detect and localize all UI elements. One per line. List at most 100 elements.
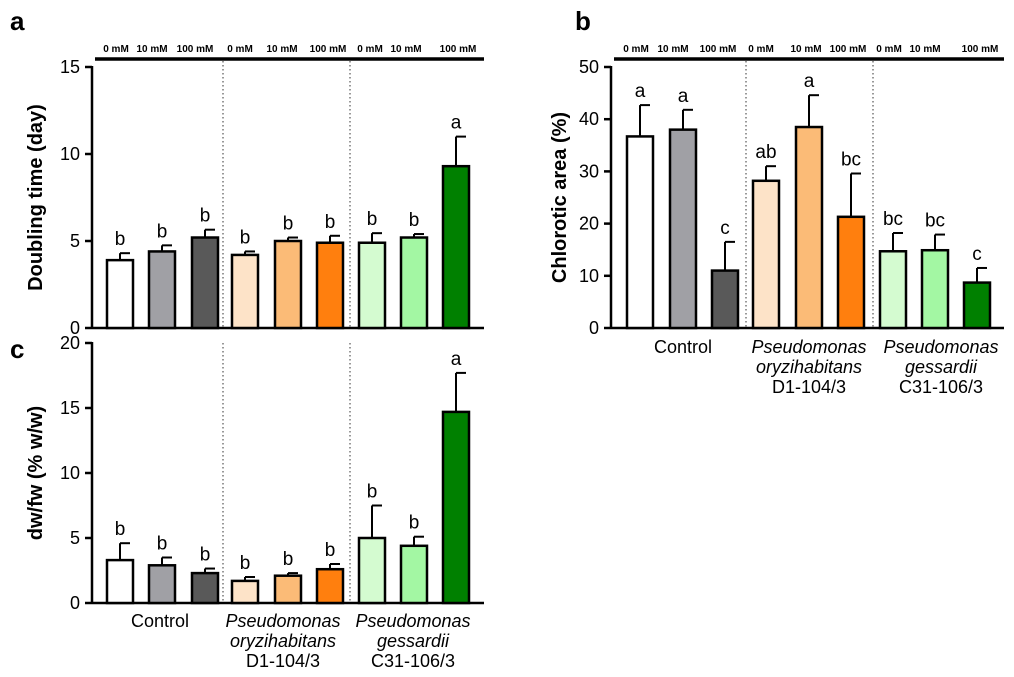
concentration-label: 100 mM: [962, 44, 999, 55]
significance-letter: b: [157, 534, 168, 555]
group-label: Pseudomonas: [883, 337, 998, 357]
significance-letter: b: [367, 209, 378, 230]
concentration-label: 100 mM: [310, 44, 347, 55]
significance-letter: b: [200, 545, 211, 566]
group-label: C31-106/3: [899, 377, 983, 397]
y-tick-label: 0: [70, 593, 80, 613]
bar: [357, 536, 387, 605]
bar: [668, 128, 698, 330]
concentration-label: 10 mM: [266, 44, 297, 55]
group-label: Pseudomonas: [355, 611, 470, 631]
significance-letter: a: [804, 71, 815, 92]
concentration-label: 100 mM: [700, 44, 737, 55]
bar: [190, 571, 220, 605]
significance-letter: a: [451, 349, 462, 370]
significance-letter: b: [409, 513, 420, 534]
panel-letter: a: [10, 6, 25, 36]
concentration-label: 0 mM: [227, 44, 253, 55]
y-tick-label: 40: [579, 109, 599, 129]
concentration-label: 0 mM: [103, 44, 129, 55]
group-label: Pseudomonas: [751, 337, 866, 357]
group-label: D1-104/3: [772, 377, 846, 397]
bar: [147, 250, 177, 330]
y-tick-label: 20: [60, 333, 80, 353]
bar: [230, 253, 260, 330]
significance-letter: b: [115, 229, 126, 250]
bar: [105, 558, 135, 605]
significance-letter: b: [240, 227, 251, 248]
group-label: C31-106/3: [371, 651, 455, 671]
bar: [399, 544, 429, 605]
significance-letter: b: [283, 549, 294, 570]
bar: [273, 239, 303, 330]
significance-letter: bc: [883, 209, 903, 230]
concentration-label: 0 mM: [876, 44, 902, 55]
group-label: Pseudomonas: [225, 611, 340, 631]
y-tick-label: 0: [589, 318, 599, 338]
y-axis-label: Doubling time (day): [25, 104, 47, 291]
concentration-label: 10 mM: [136, 44, 167, 55]
group-label: gessardii: [905, 357, 978, 377]
group-label: Control: [654, 337, 712, 357]
significance-letter: b: [115, 519, 126, 540]
y-tick-label: 30: [579, 161, 599, 181]
group-label: oryzihabitans: [756, 357, 862, 377]
bar: [357, 241, 387, 330]
y-tick-label: 10: [60, 144, 80, 164]
panel-a: a Doubling time (day) 0 5 10 15 b b b 0 mM 10 mM 10…: [10, 6, 484, 338]
significance-letter: c: [972, 244, 982, 265]
bar: [836, 215, 866, 330]
panel-letter: b: [575, 6, 591, 36]
panel-letter: c: [10, 334, 24, 364]
significance-letter: ab: [755, 142, 776, 163]
significance-letter: bc: [925, 211, 945, 232]
y-tick-label: 10: [579, 266, 599, 286]
bar: [441, 410, 471, 605]
bar: [105, 258, 135, 330]
significance-letter: a: [678, 86, 689, 107]
panel-b: b Chlorotic area (%) 0 10 20 30 40 50 a a c 0 mM 10 …: [549, 6, 1004, 397]
group-label: Control: [131, 611, 189, 631]
bar: [273, 574, 303, 605]
bar: [962, 281, 992, 330]
bar: [710, 269, 740, 330]
significance-letter: b: [367, 482, 378, 503]
y-tick-label: 20: [579, 214, 599, 234]
significance-letter: b: [325, 212, 336, 233]
bar: [920, 248, 950, 330]
significance-letter: b: [240, 553, 251, 574]
concentration-label: 10 mM: [390, 44, 421, 55]
y-tick-label: 15: [60, 57, 80, 77]
y-tick-label: 5: [70, 231, 80, 251]
significance-letter: c: [720, 218, 730, 239]
panel-c: c dw/fw (% w/w) 0 5 10 15 20 b b b Control b b b Pseud…: [10, 333, 484, 671]
concentration-label: 10 mM: [790, 44, 821, 55]
bar: [315, 241, 345, 330]
y-tick-label: 50: [579, 57, 599, 77]
bar: [315, 567, 345, 605]
concentration-label: 0 mM: [357, 44, 383, 55]
y-tick-label: 10: [60, 463, 80, 483]
concentration-label: 10 mM: [657, 44, 688, 55]
bar: [751, 179, 781, 330]
significance-letter: bc: [841, 149, 861, 170]
y-tick-label: 5: [70, 528, 80, 548]
bar: [399, 236, 429, 330]
bar: [878, 250, 908, 330]
group-label: oryzihabitans: [230, 631, 336, 651]
significance-letter: b: [409, 210, 420, 231]
significance-letter: a: [635, 81, 646, 102]
bar: [441, 164, 471, 330]
y-axis-label: dw/fw (% w/w): [25, 406, 47, 540]
bar: [190, 236, 220, 330]
bar: [147, 564, 177, 605]
bar: [230, 579, 260, 605]
concentration-label: 100 mM: [440, 44, 477, 55]
y-tick-label: 15: [60, 398, 80, 418]
significance-letter: b: [157, 221, 168, 242]
significance-letter: b: [200, 206, 211, 227]
concentration-label: 100 mM: [177, 44, 214, 55]
group-label: gessardii: [377, 631, 450, 651]
y-axis-label: Chlorotic area (%): [549, 112, 571, 283]
